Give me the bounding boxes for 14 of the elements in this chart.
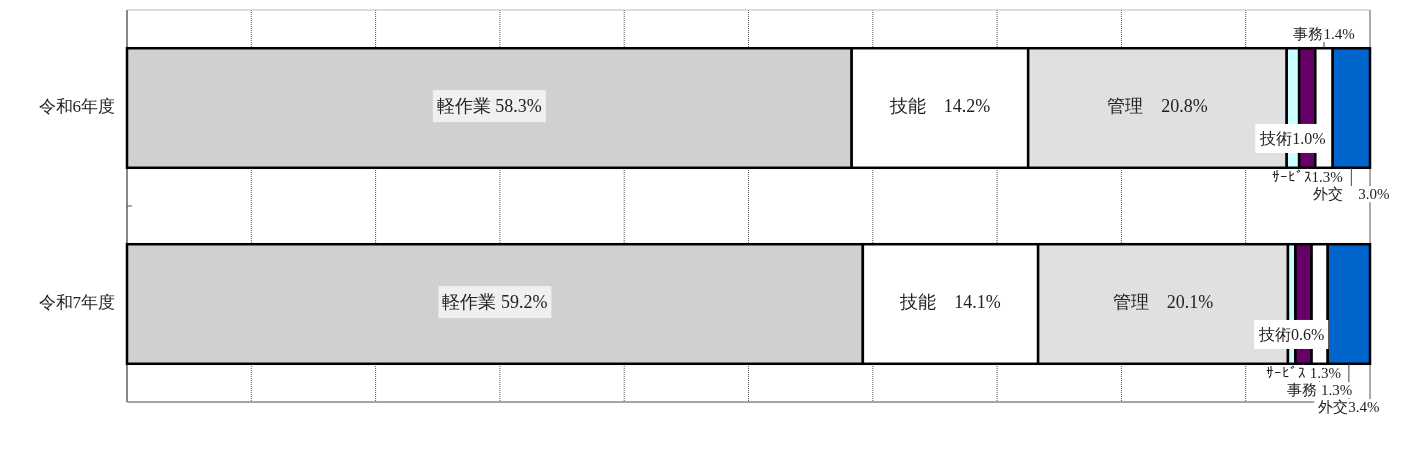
data-label: 軽作業 59.2% — [442, 292, 548, 313]
label: 技能 14.2% — [889, 96, 991, 117]
label: 技能 14.1% — [900, 292, 1001, 313]
label: 軽作業 59.2% — [438, 286, 552, 319]
data-label: 軽作業 58.3% — [436, 96, 542, 117]
label: 軽作業 58.3% — [432, 90, 546, 123]
y-tick-label: 令和7年度 — [38, 292, 115, 312]
y-tick-label: 令和6年度 — [38, 96, 115, 116]
label: 技術0.6% — [1254, 319, 1329, 349]
label: 管理 20.1% — [1112, 292, 1214, 313]
label: ｻｰﾋﾞｽ 1.3% — [1262, 365, 1345, 382]
data-label: 技術1.0% — [1259, 129, 1326, 147]
label: 管理 20.8% — [1107, 96, 1208, 117]
data-label: 技術0.6% — [1258, 325, 1325, 343]
